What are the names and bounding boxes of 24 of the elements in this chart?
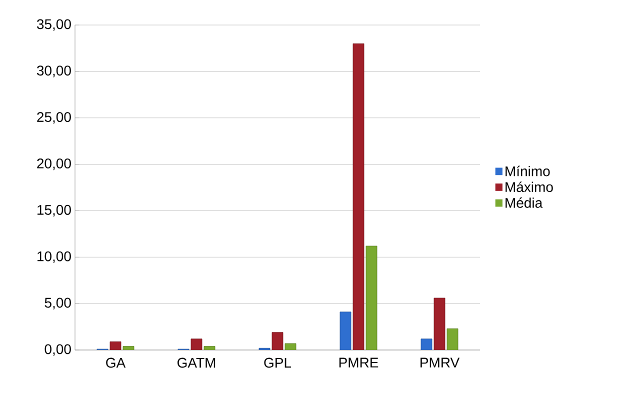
- bar: [352, 43, 364, 350]
- x-tick-label: GATM: [178, 358, 216, 368]
- y-tick-label: 20,00: [37, 158, 71, 170]
- x-tick-label: GPL: [264, 358, 292, 368]
- bar: [366, 246, 378, 350]
- y-tick-label: 30,00: [36, 66, 71, 78]
- y-tick-label: 15,00: [38, 204, 71, 216]
- legend-label: Máximo: [506, 182, 553, 192]
- x-tick-label: PMRE: [339, 358, 378, 368]
- x-tick-label: GA: [106, 358, 126, 368]
- bar: [420, 338, 432, 350]
- bar: [272, 332, 284, 350]
- legend-label: Mínimo: [506, 166, 550, 176]
- y-tick-label: 5,00: [44, 298, 71, 310]
- bar: [110, 341, 122, 350]
- bar: [434, 298, 446, 350]
- y-tick-label: 25,00: [37, 112, 71, 124]
- bar: [190, 338, 202, 350]
- x-tick-label: PMRV: [420, 358, 460, 368]
- bar: [340, 312, 352, 350]
- legend-label: Média: [506, 197, 543, 208]
- y-tick-label: 10,00: [38, 251, 71, 263]
- y-tick-label: 0,00: [44, 344, 71, 356]
- y-tick-label: 35,00: [36, 19, 71, 31]
